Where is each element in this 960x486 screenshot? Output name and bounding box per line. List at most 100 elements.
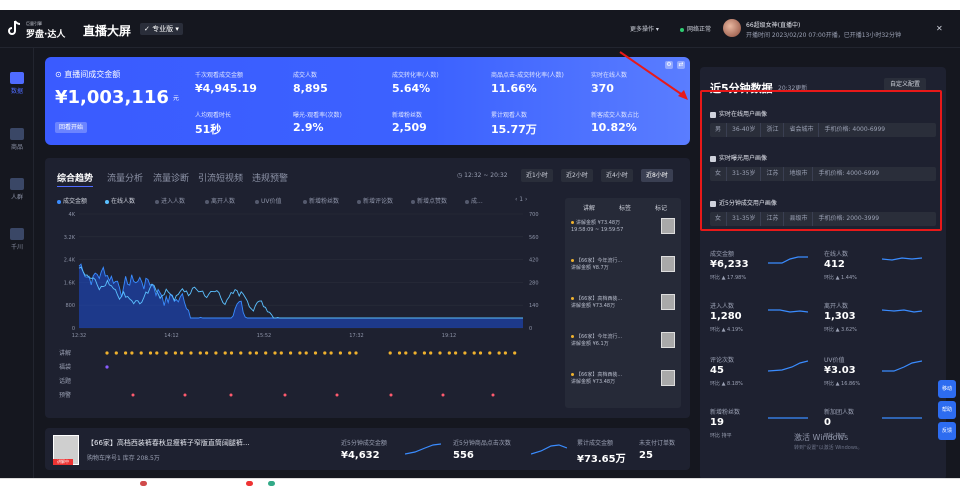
product-name: 【66家】高档西装裤春秋显瘦裤子窄版直筒阔腿裤... <box>87 439 250 447</box>
explain-marker <box>354 351 358 355</box>
tab-short-video[interactable]: 引流短视频 <box>198 174 244 184</box>
sidebar-item-data[interactable]: 数据 <box>0 68 34 104</box>
segment-1h[interactable]: 近1小时 <box>521 169 553 182</box>
explain-item[interactable]: 【66家】高档西装... 讲解金额 ¥73.48万 <box>571 294 675 310</box>
persona-tag: 31-35岁 <box>727 167 762 181</box>
tab-violation-warning[interactable]: 违规预警 <box>252 174 289 184</box>
explain-marker <box>114 351 118 355</box>
explain-marker <box>254 351 258 355</box>
explain-title: 【66家】今年流行... <box>576 334 623 340</box>
network-status: 网络正常 <box>680 24 711 33</box>
event-row-label: 预警 <box>59 391 71 399</box>
kpi-metric-label: 新客成交人数占比 <box>591 112 640 119</box>
tab-traffic-analysis[interactable]: 流量分析 <box>107 174 144 184</box>
explain-marker <box>404 351 408 355</box>
persona-tag: 女 <box>710 167 728 181</box>
metric-sparkline <box>882 257 922 261</box>
explain-marker <box>229 351 234 355</box>
legend-more[interactable]: 成... <box>465 196 483 205</box>
legend-online[interactable]: 在线人数 <box>105 196 135 205</box>
taskbar-app-icon[interactable] <box>246 481 253 486</box>
tab-traffic-diagnosis[interactable]: 流量诊断 <box>153 174 190 184</box>
explain-thumbnail <box>661 332 675 348</box>
y-tick-right: 560 <box>529 235 539 241</box>
legend-enter[interactable]: 进入人数 <box>155 196 185 205</box>
event-row-label: 福袋 <box>59 363 71 371</box>
legend-likes[interactable]: 新增点赞数 <box>411 196 447 205</box>
gmv-unit: 元 <box>173 95 180 102</box>
segment-2h[interactable]: 近2小时 <box>561 169 593 182</box>
kpi-metric-label: 新增粉丝数 <box>392 112 423 119</box>
legend-pager[interactable]: ‹ 1 › <box>515 196 528 203</box>
help-button[interactable]: 帮助 <box>938 401 956 419</box>
recent-metric-online: 在线人数 412 环比 ▲ 1.44% <box>824 249 936 285</box>
swap-icon[interactable]: ⇄ <box>677 61 685 69</box>
customize-button[interactable]: 自定义配置 <box>884 78 927 91</box>
warning-marker <box>491 393 495 397</box>
explain-item[interactable]: 【66家】今年流行... 讲解金额 ¥6.1万 <box>571 332 675 348</box>
legend-leave[interactable]: 离开人数 <box>205 196 235 205</box>
segment-8h[interactable]: 近8小时 <box>641 169 673 182</box>
explain-marker <box>105 351 109 355</box>
legend-comments[interactable]: 新增评论数 <box>357 196 393 205</box>
move-button[interactable]: 移动 <box>938 380 956 398</box>
explain-marker <box>488 351 492 355</box>
explain-item[interactable]: 【66家】今年流行... 讲解金额 ¥8.7万 <box>571 256 675 272</box>
product-bar[interactable]: 讲解中 【66家】高档西装裤春秋显瘦裤子窄版直筒阔腿裤... 购物车序号1 库存… <box>45 428 690 470</box>
kpi-metric-label: 人均观看时长 <box>195 112 232 119</box>
kpi-metric-label: 实时在线人数 <box>591 72 628 79</box>
explain-item[interactable]: 讲解金额 ¥73.48万 19:58:09 ~ 19:59:57 <box>571 218 675 234</box>
legend-label: 新增评论数 <box>363 198 394 205</box>
more-actions-dropdown[interactable]: 更多操作 ▾ <box>630 26 659 33</box>
sidebar-item-qianchuan[interactable]: 千川 <box>0 224 34 260</box>
persona-tag: 男 <box>710 123 728 137</box>
explain-meta: 19:58:09 ~ 19:59:57 <box>571 227 624 233</box>
settings-icon[interactable]: ⚙ <box>665 61 673 69</box>
list-header: 标记 <box>655 205 668 212</box>
explain-marker <box>298 351 302 355</box>
replay-chip[interactable]: 回看开始 <box>55 122 88 133</box>
metric-value: ¥3.03 <box>824 365 856 376</box>
warning-marker <box>335 393 339 397</box>
time-range: ◷ 12:32 ~ 20:32 <box>457 172 508 179</box>
metric-change: 环比 ▲ 8.18% <box>710 381 743 387</box>
segment-4h[interactable]: 近4小时 <box>601 169 633 182</box>
taskbar-app-icon[interactable] <box>140 481 147 486</box>
live-duration: 开播时间 2023/02/20 07:00开播，已开播13小时32分钟 <box>746 32 901 39</box>
x-tick: 14:12 <box>164 333 178 339</box>
x-tick: 15:52 <box>257 333 271 339</box>
sidebar-item-crowd[interactable]: 人群 <box>0 174 34 210</box>
kpi-metric-label: 成交转化率(人数) <box>392 72 439 79</box>
explain-marker <box>279 351 283 355</box>
legend-gmv[interactable]: 成交金额 <box>57 196 87 205</box>
network-status-label: 网络正常 <box>687 26 712 33</box>
sidebar-item-goods[interactable]: 商品 <box>0 124 34 160</box>
taskbar-strip <box>0 478 960 486</box>
legend-fans[interactable]: 新增粉丝数 <box>303 196 339 205</box>
legend-dot-icon <box>465 199 469 204</box>
persona-tag: 浙江 <box>761 123 785 137</box>
version-dropdown[interactable]: ✓ 专业版 ▾ <box>140 23 183 35</box>
product-stock: 购物车序号1 库存 208.5万 <box>87 455 160 462</box>
top-header: 巨量引擎 罗盘·达人 直播大屏 ✓ 专业版 ▾ 更多操作 ▾ 网络正常 66超级… <box>0 10 960 48</box>
legend-uv[interactable]: UV价值 <box>255 196 282 205</box>
tab-overall-trend[interactable]: 综合趋势 <box>57 171 94 187</box>
taskbar-app-icon[interactable] <box>268 481 275 486</box>
metric-sparkline <box>768 309 808 313</box>
feedback-button[interactable]: 反馈 <box>938 422 956 440</box>
sidebar-item-label: 千川 <box>10 244 23 251</box>
explain-item[interactable]: 【66家】高档西装... 讲解金额 ¥73.48万 <box>571 370 675 386</box>
kpi-metric-value: 51秒 <box>195 123 222 136</box>
streamer-avatar[interactable] <box>723 19 741 37</box>
metric-change: 环比 ▲ 17.98% <box>710 275 747 281</box>
y-tick-left: 800 <box>65 303 75 309</box>
persona-tags: 男 36-40岁 浙江 省会城市 手机价格: 4000-6999 <box>710 123 936 137</box>
kpi-metric-label: 千次观看成交金额 <box>195 72 244 79</box>
recent-metric-fans: 新增粉丝数 19 环比 持平 <box>710 407 822 443</box>
explain-marker <box>388 351 392 355</box>
explain-meta: 讲解金额 ¥73.48万 <box>571 303 616 309</box>
persona-title-label: 实时曝光用户画像 <box>719 155 768 162</box>
x-tick: 17:32 <box>349 333 363 339</box>
legend-label: 在线人数 <box>111 198 136 205</box>
close-icon[interactable]: ✕ <box>936 24 943 33</box>
